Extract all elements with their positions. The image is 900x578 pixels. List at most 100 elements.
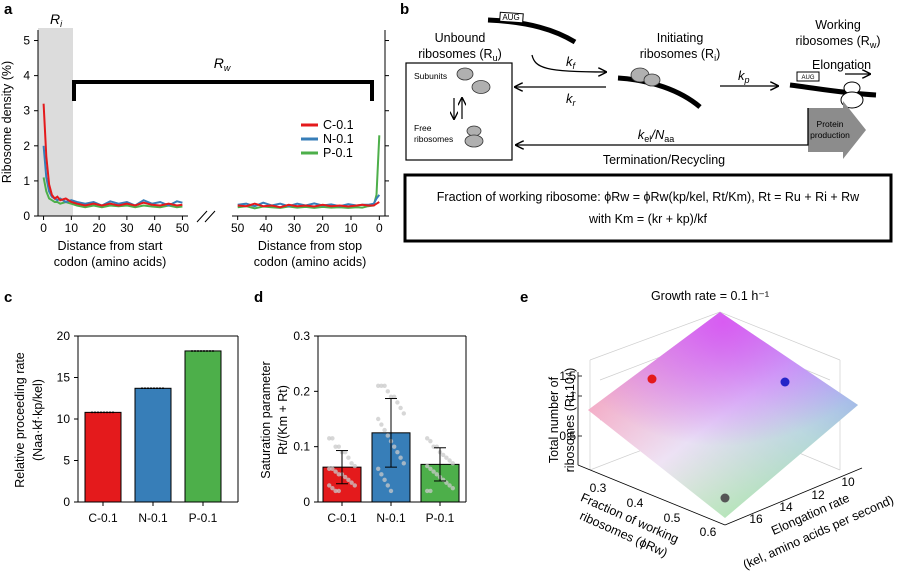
x-tick-label-stop: 20 [316,221,330,235]
termination-label: Termination/Recycling [603,153,725,167]
x-tick-label-d: N-0.1 [376,511,406,525]
data-point-d [333,488,338,494]
free-ribosome-large [464,134,484,148]
density-lines [42,103,381,210]
x-tick-label-c: C-0.1 [88,511,118,525]
data-point-d [343,474,348,480]
termination-arrow [516,108,809,145]
series-line-p-01-seg2 [237,135,381,210]
y-tick-label-d: 0.1 [293,440,310,454]
data-point-d [447,458,452,463]
x-tick-label-d: P-0.1 [426,511,455,525]
data-point-d [425,436,430,441]
kf-label: kf [566,54,577,71]
aug-box-working [796,71,820,82]
formula-box [403,173,893,243]
data-point-d [392,444,397,449]
y-tick-label-e: 16 [749,512,763,526]
data-point-d [327,466,332,471]
initiating-line2: ribosomes (Ri) [640,47,721,63]
data-point-d [330,466,335,471]
protein-line1: Protein [817,119,844,129]
x-tick-label-start: 0 [40,221,47,235]
data-point-d [333,469,338,474]
panel-d: d 0 0.1 0.2 0.3 C-0.1 N-0.1 P-0.1 Saturation … [254,289,467,525]
x-tick-label-e: 0.4 [627,496,644,510]
ri-shaded-region [38,28,73,216]
data-point-d [431,469,436,474]
data-point-d [382,383,387,388]
free-line1: Free [414,123,432,133]
ylabel-d-line1: Saturation parameter [259,361,273,478]
series-line-c-01-seg2 [237,201,380,209]
data-point-d [349,480,354,485]
protein-line2: production [810,130,850,140]
kp-label: kp [738,68,750,85]
data-point-d [385,483,390,488]
unbound-box [405,62,513,161]
rw-bracket [72,80,374,101]
y-tick-label-c: 0 [63,495,70,509]
y-ticks-a-right [385,40,389,217]
z-tick-label-e: 1.5 [559,369,576,383]
y-tick-label-c: 10 [57,412,71,426]
x-tick-label-c: N-0.1 [138,511,168,525]
series-line-p-01-seg1 [42,177,183,209]
panel-a-letter: a [4,1,13,18]
zlabel-e-line2: ribosomes (Rt,10⁴) [563,368,577,473]
data-point-d [425,488,430,494]
rw-label: Rw [214,55,231,73]
data-point-d [333,444,338,449]
mrna-working [789,82,877,98]
data-point-d [382,477,387,483]
bars-c: C-0.1 N-0.1 P-0.1 [84,350,222,525]
data-point-d [352,463,357,469]
mrna-initiating [617,75,702,109]
data-point-d [336,472,341,477]
y-ticks-d: 0 0.1 0.2 0.3 [293,329,318,509]
free-line2: ribosomes [414,134,453,144]
initiating-ribosome-b [643,73,661,87]
bar-c-n-01 [134,387,172,503]
x-tick-label-e: 0.3 [590,481,607,495]
x-ticks-stop: 50 40 30 20 10 0 [231,216,383,235]
data-point-d [379,472,384,477]
panel-b-letter: b [400,1,409,18]
kf-arrow [531,54,606,72]
data-point-d [327,483,332,488]
data-point-d [450,461,455,466]
x-tick-label-d: C-0.1 [327,511,357,525]
data-point-d [401,411,406,416]
mrna-top [487,17,577,45]
y-tick-label-c: 5 [63,454,70,468]
y-tick-label-c: 20 [57,329,71,343]
subunit-small [456,67,474,81]
y-tick-label-d: 0 [303,495,310,509]
data-point-d [444,480,449,485]
y-ticks-c: 0 5 10 15 20 [57,329,78,509]
data-point-d [385,433,390,438]
data-point-d [401,461,406,466]
data-point-d [434,472,439,477]
data-point-d [376,466,381,471]
scatter-point-e [720,493,730,503]
ticks-e: 1.5 1 0.5 0.3 0.4 0.5 0.6 10 12 14 16 [559,369,855,539]
y-tick-label-a: 1 [23,174,30,188]
panel-a: a Ri 0 1 2 3 4 5 Ribosome density (%) 0 10 20 30… [0,1,389,269]
x-tick-label-start: 10 [65,221,79,235]
x-tick-label-stop: 10 [344,221,358,235]
data-point-d [428,488,433,494]
working-line2: ribosomes (Rw) [796,34,881,50]
y-tick-label-a: 0 [23,209,30,223]
axis-break-1 [196,210,208,223]
data-point-d [382,427,387,433]
panel-c-letter: c [4,289,12,306]
data-point-d [379,422,384,427]
ylabel-d-line2: Rt/(Km + Rt) [276,385,290,455]
scatter-point-e [647,374,657,384]
subunit-large [471,80,491,94]
bars-d: C-0.1 N-0.1 P-0.1 [322,383,460,525]
x-tick-label-start: 30 [120,221,134,235]
x-tick-label-start: 20 [92,221,106,235]
